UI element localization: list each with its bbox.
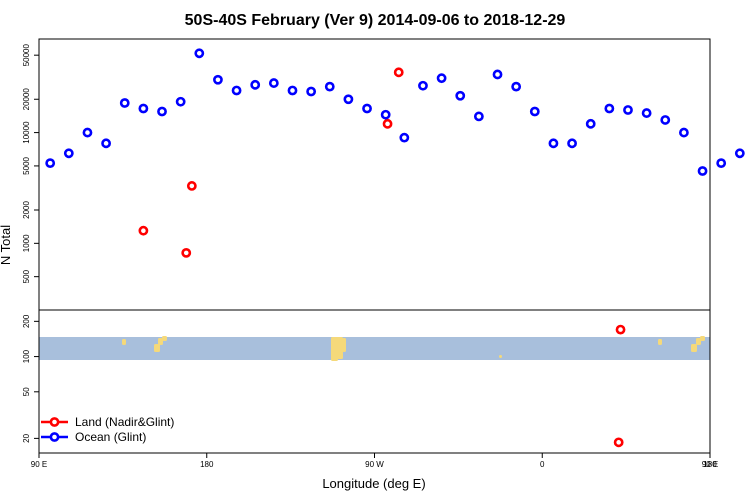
x-axis-label: Longitude (deg E) (322, 476, 425, 491)
land-patch (162, 336, 167, 341)
ocean-point (716, 158, 727, 169)
land-patch (158, 338, 163, 345)
upper-panel-frame (38, 38, 711, 311)
ocean-point (213, 74, 223, 85)
ocean-band (39, 337, 710, 360)
ocean-point (455, 90, 466, 101)
ocean-point (119, 98, 130, 108)
ocean-point (511, 81, 522, 92)
chart-title: 50S-40S February (Ver 9) 2014-09-06 to 2… (185, 12, 566, 29)
ocean-point (623, 105, 633, 115)
legend-label: Land (Nadir&Glint) (75, 415, 174, 429)
land-point (382, 118, 393, 129)
land-point (615, 324, 626, 335)
ocean-point (418, 80, 428, 91)
lower-y-tick-label: 50 (22, 387, 31, 396)
ocean-point (287, 85, 298, 96)
ocean-point (324, 81, 335, 92)
lower-y-tick-label: 100 (22, 349, 31, 363)
x-tick-label: 90 E (702, 460, 718, 469)
ocean-point (231, 85, 242, 96)
ocean-point (641, 108, 652, 118)
legend-label: Ocean (Glint) (75, 430, 146, 444)
x-tick-label: 90 W (365, 460, 384, 469)
ocean-point (175, 96, 186, 107)
ocean-point (343, 94, 354, 105)
legend: Land (Nadir&Glint)Ocean (Glint) (41, 415, 174, 444)
ocean-point (604, 103, 615, 114)
ocean-point (380, 109, 391, 120)
ocean-point (585, 118, 596, 129)
ocean-point (529, 106, 540, 117)
ocean-point (101, 138, 111, 149)
ocean-point (734, 148, 745, 159)
y-axis-label: N Total (0, 225, 13, 265)
ocean-point (697, 166, 708, 176)
land-patch (122, 339, 126, 345)
land-point (181, 247, 192, 258)
ocean-point (45, 158, 56, 169)
land-point (138, 225, 149, 236)
land-patch (700, 336, 705, 341)
ocean-point (306, 86, 317, 97)
ocean-point (82, 127, 93, 138)
land-patch (499, 355, 502, 358)
ocean-point (399, 132, 410, 143)
ocean-point (63, 148, 74, 159)
x-tick-label: 0 (540, 460, 545, 469)
ocean-point (679, 127, 689, 138)
land-patch (658, 339, 662, 345)
ocean-point (567, 138, 577, 149)
ocean-point (268, 78, 279, 88)
land-point (186, 181, 197, 191)
ocean-point (362, 103, 372, 114)
x-tick-label: 90 E (31, 460, 47, 469)
legend-marker (49, 417, 60, 427)
upper-y-tick-label: 500 (22, 269, 31, 283)
ocean-point (250, 79, 261, 90)
land-point (613, 437, 624, 448)
upper-y-tick-label: 5000 (22, 156, 31, 174)
upper-y-tick-label: 20000 (22, 88, 31, 111)
ocean-point (660, 115, 671, 125)
upper-y-tick-label: 50000 (22, 44, 31, 67)
upper-y-tick-label: 2000 (22, 201, 31, 219)
lower-y-tick-label: 20 (22, 433, 31, 442)
upper-y-tick-label: 10000 (22, 121, 31, 144)
x-tick-label: 180 (200, 460, 214, 469)
ocean-point (157, 106, 167, 117)
lower-y-tick-label: 200 (22, 314, 31, 328)
legend-marker (49, 432, 60, 442)
land-patch (342, 338, 346, 352)
land-point (393, 67, 404, 78)
ocean-point (473, 111, 484, 122)
ocean-point (436, 73, 447, 84)
plot-area: 5001000200050001000020000500002050100200… (22, 38, 745, 469)
land-patch (154, 344, 160, 352)
ocean-point (138, 103, 149, 114)
land-patch (336, 337, 343, 359)
upper-y-tick-label: 1000 (22, 234, 31, 252)
ocean-point (492, 69, 503, 80)
ocean-point (548, 138, 559, 149)
land-patch (691, 344, 697, 352)
ocean-point (194, 48, 205, 59)
x-tick-label: 180 (703, 460, 717, 469)
land-patch (696, 338, 701, 345)
